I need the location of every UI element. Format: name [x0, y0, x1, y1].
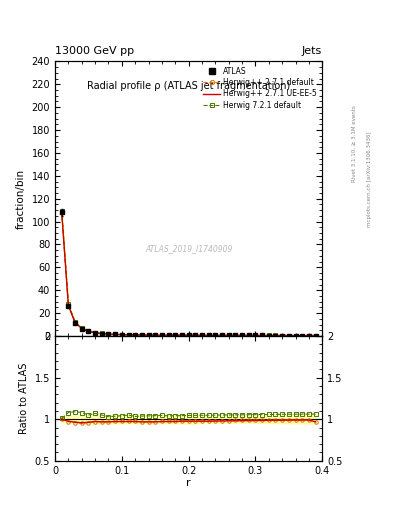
Text: mcplots.cern.ch [arXiv:1306.3436]: mcplots.cern.ch [arXiv:1306.3436]	[367, 132, 373, 227]
Legend: ATLAS, Herwig++ 2.7.1 default, Herwig++ 2.7.1 UE-EE-5, Herwig 7.2.1 default: ATLAS, Herwig++ 2.7.1 default, Herwig++ …	[202, 65, 318, 111]
Y-axis label: fraction/bin: fraction/bin	[16, 168, 26, 229]
Y-axis label: Ratio to ATLAS: Ratio to ATLAS	[19, 362, 29, 434]
Text: 13000 GeV pp: 13000 GeV pp	[55, 46, 134, 56]
Text: Jets: Jets	[302, 46, 322, 56]
Text: Rivet 3.1.10, ≥ 3.1M events: Rivet 3.1.10, ≥ 3.1M events	[352, 105, 357, 182]
Text: ATLAS_2019_I1740909: ATLAS_2019_I1740909	[145, 244, 232, 252]
Text: Radial profile ρ (ATLAS jet fragmentation): Radial profile ρ (ATLAS jet fragmentatio…	[87, 81, 290, 91]
X-axis label: r: r	[186, 478, 191, 488]
